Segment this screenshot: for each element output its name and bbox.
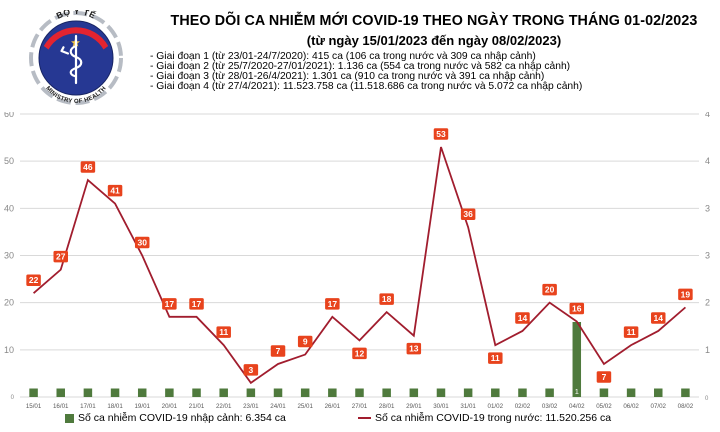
svg-text:22/01: 22/01 xyxy=(216,403,232,410)
svg-text:04/02: 04/02 xyxy=(569,403,585,410)
svg-text:07/02: 07/02 xyxy=(651,403,667,410)
svg-text:27/01: 27/01 xyxy=(352,403,368,410)
svg-text:21/01: 21/01 xyxy=(189,403,205,410)
svg-text:20: 20 xyxy=(4,298,14,308)
svg-text:17/01: 17/01 xyxy=(80,403,96,410)
svg-text:3: 3 xyxy=(705,251,710,261)
svg-text:11: 11 xyxy=(627,327,636,337)
svg-text:4: 4 xyxy=(705,112,710,119)
svg-text:28/01: 28/01 xyxy=(379,403,395,410)
svg-text:19/01: 19/01 xyxy=(134,403,150,410)
svg-text:06/02: 06/02 xyxy=(623,403,639,410)
svg-text:30: 30 xyxy=(137,238,147,248)
svg-text:19: 19 xyxy=(681,289,691,299)
svg-text:31/01: 31/01 xyxy=(460,403,476,410)
svg-text:26/01: 26/01 xyxy=(325,403,341,410)
svg-text:17: 17 xyxy=(165,299,175,309)
svg-text:41: 41 xyxy=(110,186,120,196)
svg-text:2: 2 xyxy=(705,298,710,308)
svg-text:18: 18 xyxy=(382,294,392,304)
svg-text:01/02: 01/02 xyxy=(488,403,504,410)
svg-text:20: 20 xyxy=(545,285,555,295)
svg-text:25/01: 25/01 xyxy=(297,403,313,410)
svg-text:11: 11 xyxy=(219,327,228,337)
svg-text:7: 7 xyxy=(276,346,281,356)
svg-text:22: 22 xyxy=(29,275,39,285)
svg-text:4: 4 xyxy=(705,156,710,166)
svg-text:1: 1 xyxy=(575,387,579,396)
svg-text:9: 9 xyxy=(303,337,308,347)
svg-text:1: 1 xyxy=(705,345,710,355)
svg-text:20/01: 20/01 xyxy=(162,403,178,410)
svg-text:10: 10 xyxy=(4,345,14,355)
svg-text:3: 3 xyxy=(705,203,710,213)
svg-text:05/02: 05/02 xyxy=(596,403,612,410)
svg-text:03/02: 03/02 xyxy=(542,403,558,410)
svg-text:60: 60 xyxy=(4,112,14,119)
svg-text:18/01: 18/01 xyxy=(107,403,123,410)
svg-text:36: 36 xyxy=(463,209,473,219)
svg-text:16/01: 16/01 xyxy=(53,403,69,410)
svg-text:14: 14 xyxy=(518,313,528,323)
svg-text:12: 12 xyxy=(355,348,365,358)
svg-text:BỘ Y TẾ: BỘ Y TẾ xyxy=(55,10,98,21)
svg-text:29/01: 29/01 xyxy=(406,403,422,410)
svg-text:46: 46 xyxy=(83,162,93,172)
svg-text:17: 17 xyxy=(328,299,338,309)
svg-text:53: 53 xyxy=(436,129,446,139)
svg-text:14: 14 xyxy=(654,313,664,323)
svg-text:3: 3 xyxy=(248,365,253,375)
svg-text:40: 40 xyxy=(4,203,14,213)
svg-text:50: 50 xyxy=(4,156,14,166)
svg-text:23/01: 23/01 xyxy=(243,403,259,410)
svg-text:30/01: 30/01 xyxy=(433,403,449,410)
svg-text:7: 7 xyxy=(602,372,607,382)
svg-text:08/02: 08/02 xyxy=(678,403,694,410)
svg-text:30: 30 xyxy=(4,251,14,261)
svg-text:11: 11 xyxy=(491,353,500,363)
svg-text:27: 27 xyxy=(56,252,66,262)
svg-text:0: 0 xyxy=(11,395,15,401)
svg-text:02/02: 02/02 xyxy=(515,403,531,410)
svg-text:15/01: 15/01 xyxy=(26,403,42,410)
svg-text:13: 13 xyxy=(409,344,419,354)
svg-text:17: 17 xyxy=(192,299,202,309)
svg-text:0: 0 xyxy=(705,396,709,402)
svg-text:24/01: 24/01 xyxy=(270,403,286,410)
svg-text:16: 16 xyxy=(572,304,582,314)
